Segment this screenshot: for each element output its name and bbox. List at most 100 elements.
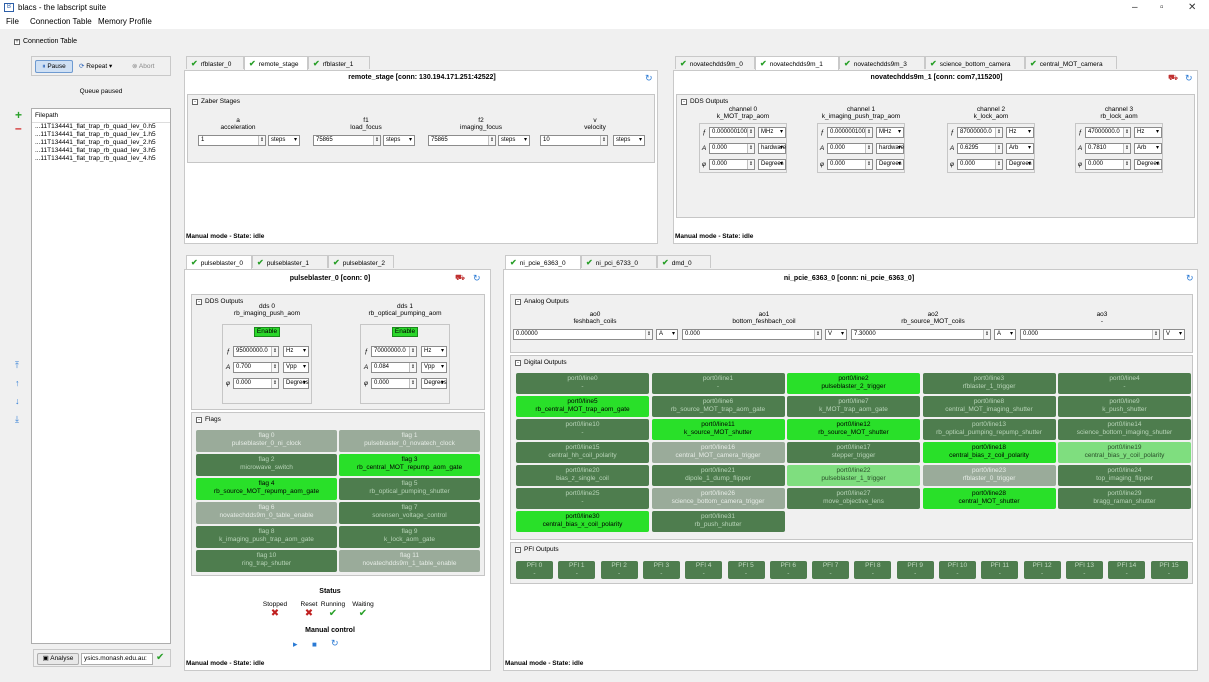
digital-output-button[interactable]: port0/line20 bias_z_single_coil — [516, 465, 649, 486]
tab-ni-pci-6733-0[interactable]: ✔ ni_pci_6733_0 — [581, 255, 657, 268]
flag-button[interactable]: flag 5 rb_optical_pumping_shutter — [339, 478, 480, 500]
digital-output-button[interactable]: port0/line3 rfblaster_1_trigger — [922, 373, 1056, 394]
digital-output-button[interactable]: port0/line7 k_MOT_trap_aom_gate — [787, 396, 920, 417]
refresh-icon[interactable]: ↻ — [645, 73, 653, 83]
enable-button[interactable]: Enable — [254, 327, 280, 337]
frequency-input[interactable]: 87000000.0 ⇕ — [957, 127, 1003, 138]
minimize-icon[interactable]: – — [1132, 2, 1138, 13]
digital-output-button[interactable]: port0/line26 science_bottom_camera_trigge… — [651, 488, 785, 509]
spin-arrows-icon[interactable]: ⇕ — [271, 363, 278, 372]
spin-arrows-icon[interactable]: ⇕ — [865, 160, 872, 169]
digital-output-button[interactable]: port0/line8 central_MOT_imaging_shutter — [922, 396, 1056, 417]
frequency-input[interactable]: 95000000.0 ⇕ — [233, 346, 279, 357]
spin-arrows-icon[interactable]: ⇕ — [865, 144, 872, 153]
pause-button[interactable]: ⏸ Pause — [35, 60, 73, 73]
flag-button[interactable]: flag 1 pulseblaster_0_novatech_clock — [339, 430, 480, 452]
stage-acceleration-input[interactable]: 1 ⇕ — [198, 135, 266, 146]
digital-output-button[interactable]: port0/line23 rfblaster_0_trigger — [922, 465, 1056, 486]
reset-device-icon[interactable]: ⛟ — [1168, 73, 1179, 82]
spin-arrows-icon[interactable]: ⇕ — [747, 144, 754, 153]
digital-output-button[interactable]: port0/line6 rb_source_MOT_trap_aom_gate — [651, 396, 785, 417]
amplitude-unit-select[interactable]: Vpp ▾ — [421, 362, 447, 373]
menu-file[interactable]: File — [6, 17, 19, 26]
amplitude-unit-select[interactable]: Vpp ▾ — [283, 362, 309, 373]
pfi-button[interactable]: PFI 6- — [769, 561, 807, 579]
enable-button[interactable]: Enable — [392, 327, 418, 337]
list-item[interactable]: ...11T134441_flat_trap_rb_quad_lev_0.h5 — [35, 123, 156, 130]
refresh-icon[interactable]: ↻ — [1186, 273, 1194, 283]
digital-output-button[interactable]: port0/line16 central_MOT_camera_trigger — [651, 442, 785, 463]
amplitude-unit-select[interactable]: Arb ▾ — [1006, 143, 1034, 154]
flag-button[interactable]: flag 4 rb_source_MOT_repump_aom_gate — [196, 478, 337, 500]
digital-output-button[interactable]: port0/line10- — [516, 419, 649, 440]
stop-icon[interactable]: ■ — [312, 640, 317, 649]
digital-output-button[interactable]: port0/line30 central_bias_x_coil_polarity — [516, 511, 649, 532]
spin-arrows-icon[interactable]: ⇕ — [409, 379, 416, 388]
flag-button[interactable]: flag 10 ring_trap_shutter — [196, 550, 337, 572]
repeat-button[interactable]: ⟳ Repeat ▾ — [79, 63, 113, 70]
connection-table-toggle[interactable]: + Connection Table — [14, 38, 77, 45]
play-icon[interactable]: ▸ — [293, 639, 298, 649]
move-bottom-icon[interactable]: ⤓ — [15, 414, 19, 424]
move-down-icon[interactable]: ↓ — [15, 396, 20, 406]
remove-file-icon[interactable]: – — [15, 121, 22, 135]
frequency-input[interactable]: 70000000.0 ⇕ — [371, 346, 417, 357]
analog-ao3-input[interactable]: 0.000 ⇕ — [1020, 329, 1160, 340]
close-icon[interactable]: ✕ — [1188, 2, 1197, 13]
unit-select[interactable]: A ▾ — [994, 329, 1016, 340]
spin-arrows-icon[interactable]: ⇕ — [995, 144, 1002, 153]
digital-output-button[interactable]: port0/line9 k_push_shutter — [1058, 396, 1191, 417]
move-top-icon[interactable]: ⤒ — [15, 360, 19, 370]
phase-unit-select[interactable]: Degrees ▾ — [876, 159, 904, 170]
digital-output-button[interactable]: port0/line4- — [1058, 373, 1191, 394]
stage-imaging-focus-input[interactable]: 75865 ⇕ — [428, 135, 496, 146]
flag-button[interactable]: flag 6 novatechdds9m_0_table_enable — [196, 502, 337, 524]
frequency-unit-select[interactable]: Hz ▾ — [283, 346, 309, 357]
refresh-icon[interactable]: ↻ — [1185, 73, 1193, 83]
amplitude-input[interactable]: 0.000 ⇕ — [709, 143, 755, 154]
spin-arrows-icon[interactable]: ⇕ — [409, 363, 416, 372]
pfi-button[interactable]: PFI 14- — [1108, 561, 1146, 579]
digital-output-button[interactable]: port0/line2 pulseblaster_2_trigger — [787, 373, 920, 394]
menu-connection-table[interactable]: Connection Table — [30, 17, 92, 26]
frequency-unit-select[interactable]: Hz ▾ — [421, 346, 447, 357]
digital-output-button[interactable]: port0/line21 dipole_1_dump_flipper — [651, 465, 785, 486]
abort-button[interactable]: ⊗ Abort — [132, 62, 154, 70]
amplitude-unit-select[interactable]: Arb ▾ — [1134, 143, 1162, 154]
digital-output-button[interactable]: port0/line1- — [651, 373, 785, 394]
tab-pulseblaster-2[interactable]: ✔ pulseblaster_2 — [328, 255, 394, 268]
digital-output-button[interactable]: port0/line12 rb_source_MOT_shutter — [787, 419, 920, 440]
spin-arrows-icon[interactable]: ⇕ — [258, 136, 265, 145]
unit-select[interactable]: A ▾ — [656, 329, 678, 340]
analysis-server-input[interactable]: ysics.monash.edu.au: — [81, 653, 153, 665]
refresh-icon[interactable]: ↻ — [473, 273, 481, 283]
pfi-button[interactable]: PFI 15- — [1150, 561, 1188, 579]
list-item[interactable]: ...11T134441_flat_trap_rb_quad_lev_4.h5 — [35, 155, 156, 162]
phase-unit-select[interactable]: Degrees ▾ — [1134, 159, 1162, 170]
amplitude-input[interactable]: 0.7810 ⇕ — [1085, 143, 1131, 154]
list-item[interactable]: ...11T134441_flat_trap_rb_quad_lev_2.h5 — [35, 139, 156, 146]
digital-output-button[interactable]: port0/line5 rb_central_MOT_trap_aom_gate — [516, 396, 649, 417]
digital-output-button[interactable]: port0/line15 central_hh_coil_polarity — [516, 442, 649, 463]
tab-central-MOT-camera[interactable]: ✔ central_MOT_camera — [1025, 56, 1117, 69]
tab-novatechdds9m-0[interactable]: ✔ novatechdds9m_0 — [675, 56, 755, 69]
spin-arrows-icon[interactable]: ⇕ — [645, 330, 652, 339]
collapse-icon[interactable]: - — [515, 360, 521, 366]
tab-remote-stage[interactable]: ✔ remote_stage — [244, 56, 308, 70]
pfi-button[interactable]: PFI 12- — [1023, 561, 1061, 579]
phase-input[interactable]: 0.000 ⇕ — [827, 159, 873, 170]
spin-arrows-icon[interactable]: ⇕ — [1152, 330, 1159, 339]
frequency-unit-select[interactable]: MHz ▾ — [876, 127, 904, 138]
digital-output-button[interactable]: port0/line28 central_MOT_shutter — [922, 488, 1056, 509]
pfi-button[interactable]: PFI 1- — [558, 561, 596, 579]
frequency-unit-select[interactable]: Hz ▾ — [1134, 127, 1162, 138]
restart-icon[interactable]: ↻ — [331, 638, 339, 648]
add-file-icon[interactable]: + — [15, 108, 23, 122]
unit-select[interactable]: V ▾ — [1163, 329, 1185, 340]
digital-output-button[interactable]: port0/line31 rb_push_shutter — [651, 511, 785, 532]
tab-pulseblaster-0[interactable]: ✔ pulseblaster_0 — [186, 255, 252, 269]
spin-arrows-icon[interactable]: ⇕ — [271, 347, 278, 356]
digital-output-button[interactable]: port0/line22 pulseblaster_1_trigger — [787, 465, 920, 486]
digital-output-button[interactable]: port0/line25- — [516, 488, 649, 509]
flag-button[interactable]: flag 11 novatechdds9m_1_table_enable — [339, 550, 480, 572]
